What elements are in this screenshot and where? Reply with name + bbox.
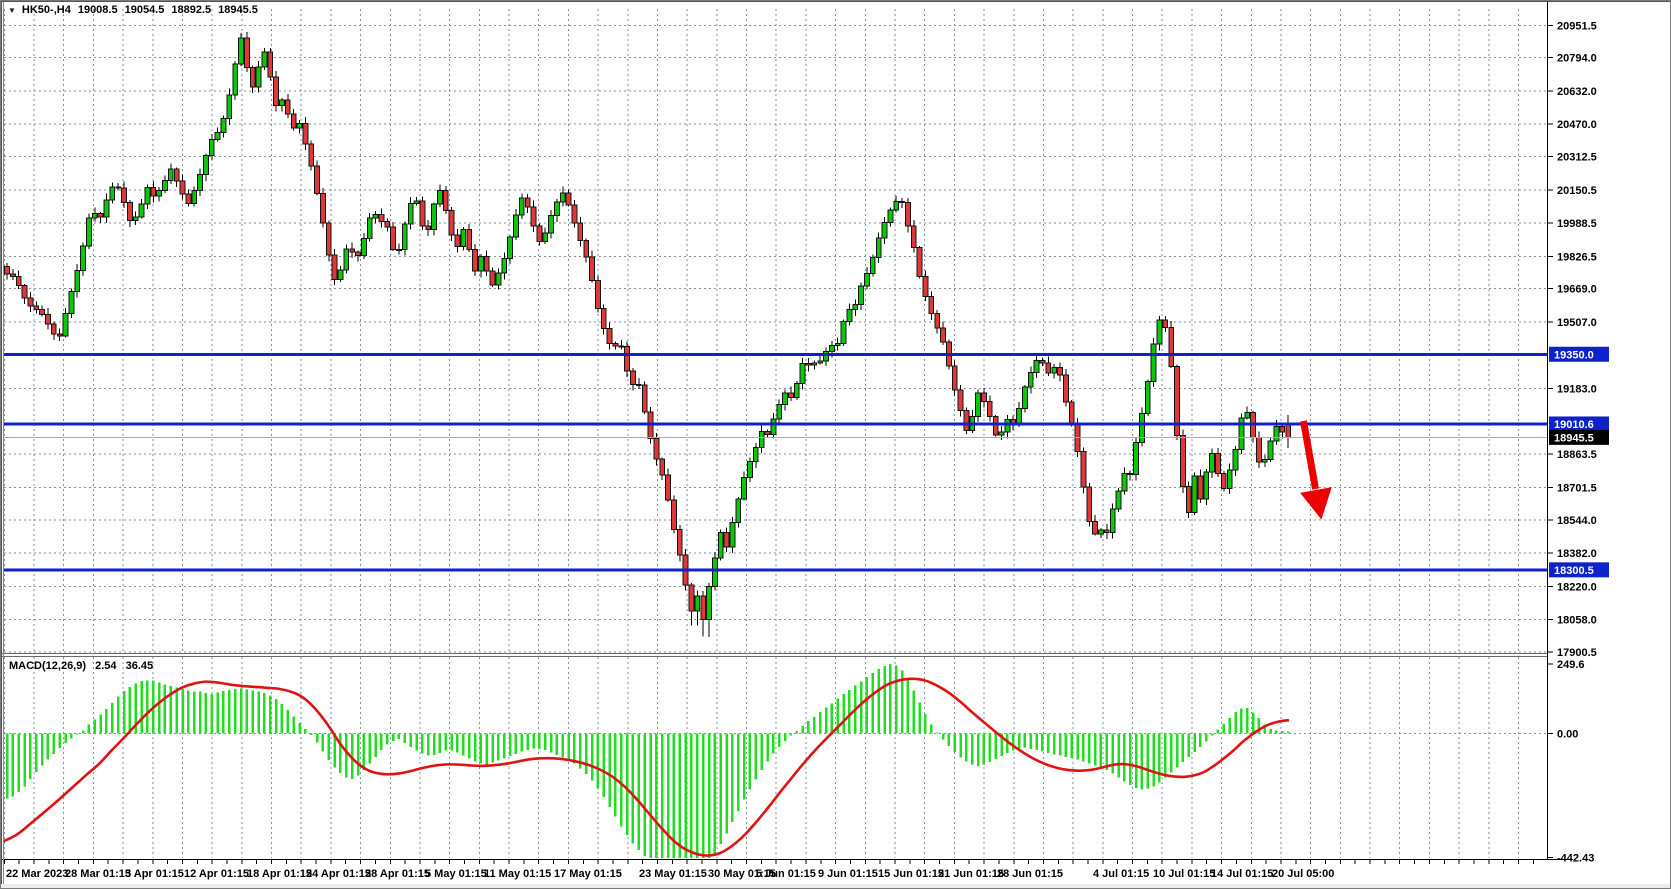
level-price-badge: 18300.5 — [1549, 562, 1609, 578]
macd-indicator-label: MACD(12,26,9) 2.54 36.45 — [9, 660, 159, 672]
time-tick-label: 3 Apr 01:15 — [125, 868, 184, 880]
macd-signal-value: 36.45 — [125, 660, 154, 672]
time-tick-label: 12 Apr 01:15 — [184, 868, 249, 880]
price-tick-label: 18701.5 — [1557, 482, 1597, 494]
price-tick-label: 18382.0 — [1557, 548, 1597, 560]
price-axis[interactable]: 20951.5 20794.0 20632.0 20470.0 20312.5 20150… — [1546, 1, 1671, 884]
price-tick-label: 20470.0 — [1557, 119, 1597, 131]
price-tick-label: 20794.0 — [1557, 53, 1597, 65]
price-tick-label: 18058.0 — [1557, 615, 1597, 627]
level-price-badge: 19010.6 — [1549, 416, 1609, 432]
pane-separator[interactable] — [1, 653, 1547, 657]
ohlc-open-value: 19008.5 — [77, 4, 118, 16]
price-tick-label: 19826.5 — [1557, 251, 1597, 263]
macd-tick-label: 0.00 — [1557, 729, 1578, 741]
time-tick-label: 5 May 01:15 — [425, 868, 487, 880]
time-tick-label: 28 Apr 01:15 — [365, 868, 430, 880]
price-tick-label: 20150.5 — [1557, 185, 1597, 197]
ohlc-close-value: 18945.5 — [218, 4, 258, 16]
time-tick-label: 4 Jul 01:15 — [1093, 868, 1149, 880]
time-tick-label: 23 May 01:15 — [639, 868, 707, 880]
time-tick-label: 24 Apr 01:15 — [306, 868, 371, 880]
macd-signal-line — [4, 677, 1290, 857]
level-price-badge: 19350.0 — [1549, 346, 1609, 362]
time-tick-label: 14 Jul 01:15 — [1211, 868, 1273, 880]
price-tick-label: 18544.0 — [1557, 515, 1597, 527]
macd-tick-label: -442.43 — [1557, 853, 1594, 865]
svg-text:19010.6: 19010.6 — [1554, 419, 1594, 431]
price-tick-label: 19183.0 — [1557, 384, 1597, 396]
macd-name-label: MACD(12,26,9) — [9, 660, 87, 672]
time-tick-label: 17 May 01:15 — [554, 868, 622, 880]
chevron-down-icon[interactable]: ▼ — [8, 5, 16, 15]
price-tick-label: 17900.5 — [1557, 647, 1597, 659]
time-tick-label: 20 Jul 05:00 — [1272, 868, 1334, 880]
price-tick-label: 19669.0 — [1557, 284, 1597, 296]
candlestick-series — [4, 32, 1292, 637]
time-tick-label: 28 Jun 01:15 — [997, 868, 1063, 880]
time-tick-label: 21 Jun 01:15 — [938, 868, 1004, 880]
price-tick-label: 18220.0 — [1557, 581, 1597, 593]
price-tick-label: 20951.5 — [1557, 20, 1597, 32]
price-tick-label: 19507.0 — [1557, 317, 1597, 329]
time-tick-label: 5 Jun 01:15 — [756, 868, 816, 880]
time-tick-label: 22 Mar 2023 — [6, 868, 68, 880]
symbol-timeframe-label: HK50-,H4 — [21, 4, 71, 16]
price-tick-label: 20312.5 — [1557, 152, 1597, 164]
time-tick-label: 11 May 01:15 — [484, 868, 551, 880]
price-tick-label: 20632.0 — [1557, 86, 1597, 98]
current-price-badge: 18945.5 — [1549, 429, 1609, 445]
time-tick-label: 18 Apr 01:15 — [247, 868, 312, 880]
macd-main-value: 2.54 — [95, 660, 117, 672]
svg-text:18300.5: 18300.5 — [1554, 565, 1594, 577]
time-tick-label: 10 Jul 01:15 — [1153, 868, 1215, 880]
symbol-header[interactable]: ▼ HK50-,H4 19008.5 19054.5 18892.5 18945… — [8, 4, 265, 16]
ohlc-high-value: 19054.5 — [124, 4, 165, 16]
time-tick-label: 30 May 01:15 — [708, 868, 776, 880]
svg-text:19350.0: 19350.0 — [1554, 349, 1594, 361]
time-tick-label: 28 Mar 01:15 — [65, 868, 131, 880]
price-tick-label: 18863.5 — [1557, 449, 1597, 461]
down-arrow-annotation[interactable] — [1300, 420, 1332, 520]
bottom-strip — [1, 884, 1670, 888]
time-tick-label: 9 Jun 01:15 — [818, 868, 878, 880]
svg-text:18945.5: 18945.5 — [1554, 432, 1594, 444]
ohlc-low-value: 18892.5 — [171, 4, 212, 16]
time-tick-label: 15 Jun 01:15 — [878, 868, 944, 880]
macd-tick-label: 249.6 — [1557, 659, 1585, 671]
price-tick-label: 19988.5 — [1557, 218, 1597, 230]
